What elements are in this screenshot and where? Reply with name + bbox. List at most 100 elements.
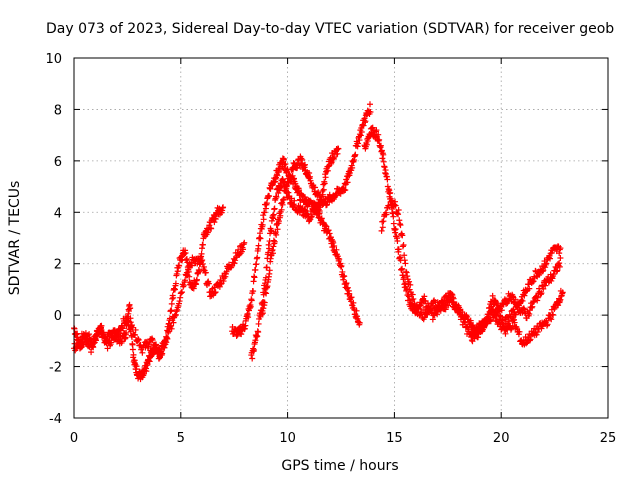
data-point bbox=[270, 243, 277, 250]
data-point bbox=[518, 296, 525, 303]
data-point bbox=[380, 218, 387, 225]
data-point bbox=[157, 349, 164, 356]
data-point bbox=[415, 304, 422, 311]
data-point bbox=[547, 315, 554, 322]
data-point bbox=[257, 235, 264, 242]
data-point bbox=[400, 274, 407, 281]
data-point bbox=[497, 313, 504, 320]
data-point bbox=[404, 273, 411, 280]
data-point bbox=[502, 330, 509, 337]
data-point bbox=[98, 322, 105, 329]
data-point bbox=[321, 180, 328, 187]
data-point bbox=[198, 258, 205, 265]
data-point bbox=[164, 335, 171, 342]
data-point bbox=[274, 226, 281, 233]
data-point bbox=[254, 254, 261, 261]
data-point bbox=[143, 368, 150, 375]
data-point bbox=[379, 155, 386, 162]
data-point bbox=[127, 305, 134, 312]
data-point bbox=[395, 207, 402, 214]
y-tick-label: 6 bbox=[54, 155, 62, 170]
data-point bbox=[496, 312, 503, 319]
data-point bbox=[543, 260, 550, 267]
data-point bbox=[467, 317, 474, 324]
data-point bbox=[233, 333, 240, 340]
data-point bbox=[362, 118, 369, 125]
data-point bbox=[306, 169, 313, 176]
data-point bbox=[92, 337, 99, 344]
data-point bbox=[376, 136, 383, 143]
data-point bbox=[217, 276, 224, 283]
data-point bbox=[477, 326, 484, 333]
data-point bbox=[449, 299, 456, 306]
data-point bbox=[325, 227, 332, 234]
series-track-1 bbox=[71, 204, 227, 383]
data-point bbox=[247, 303, 254, 310]
data-point bbox=[527, 336, 534, 343]
data-point bbox=[540, 267, 547, 274]
data-point bbox=[245, 314, 252, 321]
data-point bbox=[168, 325, 175, 332]
data-point bbox=[407, 281, 414, 288]
data-point bbox=[533, 331, 540, 338]
data-point bbox=[515, 302, 522, 309]
data-point bbox=[334, 150, 341, 157]
data-point bbox=[401, 252, 408, 259]
data-point bbox=[557, 245, 564, 252]
data-point bbox=[450, 298, 457, 305]
data-point bbox=[163, 334, 170, 341]
x-tick-label: 25 bbox=[600, 431, 617, 446]
data-point bbox=[344, 284, 351, 291]
data-point bbox=[521, 306, 528, 313]
data-point bbox=[548, 316, 555, 323]
data-point bbox=[475, 334, 482, 341]
data-point bbox=[338, 263, 345, 270]
data-point bbox=[384, 183, 391, 190]
data-point bbox=[170, 294, 177, 301]
data-point bbox=[81, 333, 88, 340]
data-point bbox=[89, 343, 96, 350]
data-point bbox=[253, 261, 260, 268]
data-point bbox=[188, 262, 195, 269]
data-point bbox=[280, 155, 287, 162]
data-point bbox=[369, 124, 376, 131]
data-point bbox=[135, 335, 142, 342]
data-point bbox=[331, 154, 338, 161]
data-point bbox=[499, 320, 506, 327]
data-point bbox=[260, 216, 267, 223]
data-point bbox=[151, 341, 158, 348]
y-tick-label: -2 bbox=[49, 361, 62, 376]
data-point bbox=[199, 257, 206, 264]
data-point bbox=[543, 322, 550, 329]
data-point bbox=[396, 220, 403, 227]
data-point bbox=[542, 261, 549, 268]
data-point bbox=[322, 174, 329, 181]
data-point bbox=[557, 296, 564, 303]
data-point bbox=[312, 184, 319, 191]
data-point bbox=[179, 289, 186, 296]
data-point bbox=[390, 220, 397, 227]
data-point bbox=[395, 246, 402, 253]
data-point bbox=[200, 263, 207, 270]
data-point bbox=[320, 181, 327, 188]
data-point bbox=[421, 293, 428, 300]
data-point bbox=[172, 311, 179, 318]
data-point bbox=[409, 291, 416, 298]
data-point bbox=[263, 290, 270, 297]
data-point bbox=[119, 325, 126, 332]
data-point bbox=[490, 314, 497, 321]
data-point bbox=[349, 164, 356, 171]
data-point bbox=[396, 217, 403, 224]
data-point bbox=[208, 225, 215, 232]
data-point bbox=[392, 226, 399, 233]
data-point bbox=[523, 340, 530, 347]
data-point bbox=[423, 310, 430, 317]
data-point bbox=[149, 337, 156, 344]
data-point bbox=[528, 304, 535, 311]
data-point bbox=[211, 289, 218, 296]
data-point bbox=[538, 290, 545, 297]
data-point bbox=[232, 257, 239, 264]
data-point bbox=[84, 337, 91, 344]
data-point bbox=[356, 137, 363, 144]
data-point bbox=[544, 321, 551, 328]
